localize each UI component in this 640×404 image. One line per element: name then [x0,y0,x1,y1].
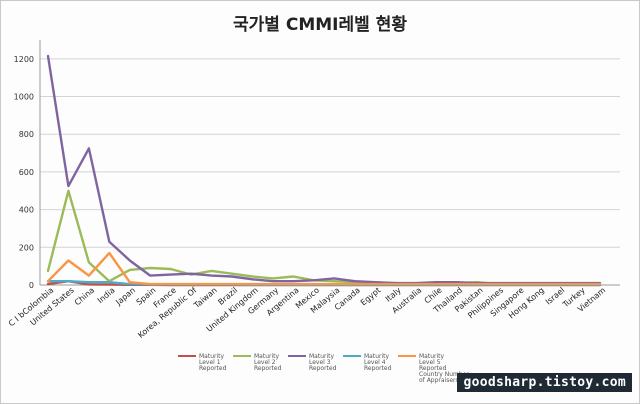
legend-label-line: Level 3 [309,359,331,366]
legend-label-line: Maturity [364,353,389,360]
y-tick-label: 200 [19,243,34,252]
legend-label-line: Reported [199,365,227,372]
legend-label-line: Maturity [254,353,279,360]
grid-layer [40,58,620,286]
legend-label-line: of Appraisers [419,377,459,384]
x-tick-label: Egypt [359,286,382,308]
legend-label-line: Maturity [419,353,444,360]
series-line-level-2 [46,189,602,286]
series-line-level-5 [46,251,602,286]
legend-label-line: Country Number [419,371,469,378]
legend-label-line: Level 5 [419,359,441,366]
legend-label-line: Reported [419,365,447,372]
x-tick-label: Japan [113,286,137,308]
legend-label-line: Level 1 [199,359,221,366]
y-tick-label: 600 [19,168,34,177]
legend-label-line: Reported [309,365,337,372]
watermark-badge: goodsharp.tistoy.com [457,373,632,392]
series-line-level-3 [46,54,602,285]
x-tick-label: China [73,286,96,308]
legend-label-line: Level 4 [364,359,386,366]
series-layer [46,54,602,287]
y-tick-label: 1200 [14,55,34,64]
y-tick-label: 800 [19,130,34,139]
legend-label-line: Maturity [309,353,334,360]
y-tick-label: 1000 [14,93,34,102]
y-tick-label: 0 [29,281,34,290]
legend-label-line: Reported [364,365,392,372]
x-tick-label: India [96,286,117,306]
legend-label-line: Reported [254,365,282,372]
legend-label-line: Maturity [199,353,224,360]
legend-label-line: Level 2 [254,359,276,366]
chart-title: 국가별 CMMI레벨 현황 [233,15,407,35]
axis-layer: 0 200 400 600 800 1000 1200 [14,40,620,290]
y-tick-label: 400 [19,206,34,215]
